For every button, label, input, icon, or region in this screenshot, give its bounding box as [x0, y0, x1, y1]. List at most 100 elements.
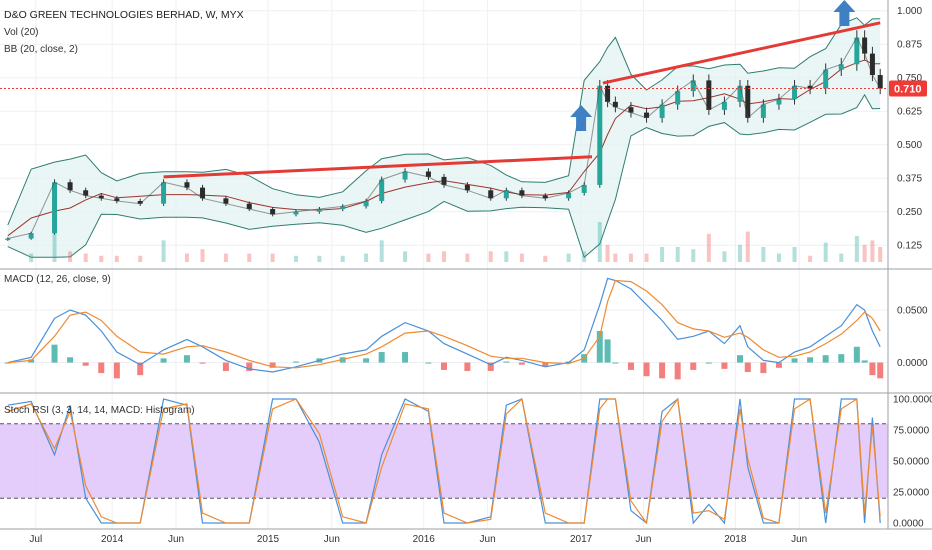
stoch-tick-label: 50.0000 — [893, 457, 930, 468]
trendline-upper — [602, 21, 881, 85]
volume-bar — [184, 253, 189, 262]
volume-bar — [488, 251, 493, 262]
volume-bar — [823, 242, 828, 262]
x-tick-label: Jul — [29, 534, 42, 545]
candle-body — [581, 184, 587, 193]
macd-histogram-bar — [269, 362, 276, 368]
candle-body — [425, 171, 431, 177]
overlay-label-bollinger: BB (20, close, 2) — [4, 44, 78, 55]
volume-bar — [854, 236, 859, 262]
candle-body — [644, 112, 650, 118]
candle-body — [745, 85, 751, 118]
macd-histogram-bar — [503, 361, 510, 363]
candle-body — [83, 190, 89, 196]
candle-body — [200, 187, 206, 199]
volume-bar — [605, 244, 610, 262]
macd-histogram-bar — [737, 355, 743, 363]
volume-bar — [792, 247, 797, 262]
candle-body — [838, 64, 844, 70]
candle-body — [854, 37, 860, 65]
macd-histogram-bar — [604, 339, 611, 363]
volume-bar — [839, 253, 844, 262]
macd-histogram-bar — [705, 362, 712, 364]
candle-body — [862, 37, 868, 54]
volume-bar — [270, 253, 275, 262]
price-close-line — [7, 36, 881, 239]
macd-histogram-bar — [293, 361, 299, 363]
volume-bar — [675, 247, 680, 262]
macd-line — [7, 277, 881, 373]
x-tick-label: Jun — [480, 534, 496, 545]
macd-panel — [4, 277, 884, 380]
price-tick-label: 0.125 — [897, 241, 922, 252]
macd-histogram-bar — [627, 362, 634, 370]
macd-histogram-bar — [877, 362, 884, 379]
volume-bar — [379, 240, 384, 262]
candle-body — [464, 184, 470, 191]
volume-bar — [691, 249, 696, 262]
macd-histogram-bar — [791, 358, 798, 363]
x-tick-label: Jun — [791, 534, 807, 545]
macd-histogram-bar — [822, 355, 829, 363]
macd-histogram-bar — [464, 362, 471, 371]
macd-histogram-bar — [363, 358, 370, 363]
candle-body — [161, 182, 167, 204]
candle-body — [519, 190, 525, 196]
candle-body — [246, 203, 252, 210]
candle-body — [441, 176, 447, 185]
macd-histogram-bar — [67, 357, 74, 363]
volume-bar — [660, 247, 665, 262]
candle-body — [659, 104, 665, 118]
candle-body — [223, 198, 229, 204]
macd-histogram-bar — [183, 355, 190, 363]
macd-histogram-bar — [596, 331, 603, 363]
trendline-lower — [163, 155, 593, 179]
candle-body — [675, 91, 681, 105]
up-arrow-icon — [570, 105, 593, 131]
macd-histogram-bar — [137, 362, 144, 376]
candle-body — [363, 201, 369, 207]
bollinger-upper — [7, 17, 881, 226]
macd-histogram-bar — [199, 362, 206, 364]
x-tick-label: 2015 — [257, 534, 280, 545]
macd-histogram-bar — [402, 352, 409, 363]
volume-bar — [138, 255, 143, 262]
price-tick-label: 0.625 — [897, 107, 922, 118]
macd-histogram-bar — [760, 362, 767, 374]
bollinger-band-fill — [7, 17, 881, 258]
stoch-panel-label: Stoch RSI (3, 3, 14, 14, MACD: Histogram… — [4, 405, 195, 416]
macd-histogram-bar — [441, 362, 447, 370]
macd-histogram-bar — [775, 362, 782, 368]
candle-body — [114, 198, 120, 201]
stoch-tick-label: 75.0000 — [893, 425, 930, 436]
volume-bar — [442, 251, 446, 262]
macd-histogram-bar — [807, 357, 814, 363]
candle-body — [270, 209, 276, 215]
macd-signal-line — [7, 279, 881, 369]
macd-histogram-bar — [160, 358, 167, 363]
macd-histogram-bar — [518, 362, 525, 365]
stoch-tick-label: 25.0000 — [893, 488, 930, 499]
x-tick-label: Jun — [635, 534, 651, 545]
volume-bar — [582, 251, 587, 262]
volume-bar — [161, 240, 166, 262]
macd-histogram-bar — [853, 346, 860, 363]
stoch-tick-label: 100.0000 — [893, 394, 932, 405]
volume-bar — [761, 247, 766, 262]
candle-body — [597, 85, 603, 185]
price-tick-label: 0.500 — [897, 140, 922, 151]
volume-bar — [114, 255, 119, 262]
macd-histogram-bar — [869, 362, 876, 376]
macd-histogram-bar — [425, 362, 432, 364]
candle-body — [612, 101, 618, 108]
candle-body — [776, 99, 782, 105]
volume-bar — [340, 255, 345, 262]
macd-histogram-bar — [98, 362, 105, 374]
volume-bar — [722, 251, 727, 262]
candle-body — [721, 101, 727, 110]
candle-body — [5, 238, 11, 241]
macd-histogram-bar — [838, 354, 845, 363]
macd-histogram-bar — [4, 362, 11, 364]
candle-body — [566, 192, 572, 199]
